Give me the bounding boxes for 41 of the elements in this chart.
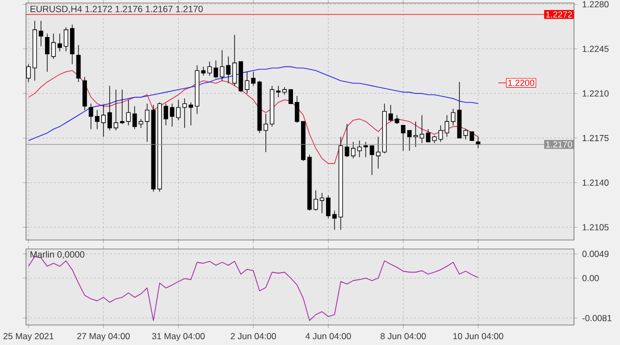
x-tick-label: 27 May 04:00 [77, 333, 130, 341]
ref-line-label: 1.2272 [546, 11, 572, 18]
candlestick [332, 210, 337, 230]
candlestick [357, 140, 362, 158]
candlestick [344, 124, 350, 158]
chart-title: Marlin 0,0000 [30, 250, 84, 259]
candlestick [294, 96, 300, 124]
x-tick-label: 25 May 2021 [4, 333, 54, 341]
candlestick [76, 44, 81, 82]
x-tick-label: 31 May 04:00 [152, 333, 205, 341]
candlestick [370, 145, 374, 176]
candlestick [364, 142, 368, 158]
candlestick [314, 190, 318, 212]
candlestick [351, 142, 356, 159]
candlestick [320, 192, 324, 214]
text: 1.2200 [508, 80, 534, 86]
candlestick [88, 103, 94, 130]
y-tick-label: 1.2245 [582, 46, 609, 52]
x-tick-label: 8 Jun 04:00 [380, 333, 426, 340]
y-tick-label: 1.2280 [582, 1, 609, 8]
candlestick [45, 33, 50, 72]
y-tick-label: 1.2105 [582, 224, 609, 230]
x-tick-label: 2 Jun 04:00 [230, 333, 276, 340]
x-tick-label: 4 Jun 04:00 [305, 333, 351, 340]
candlestick [64, 26, 68, 52]
chart-title: EURUSD,H4 1.2172 1.2176 1.2167 1.2170 [30, 6, 203, 14]
candlestick [288, 89, 293, 104]
candlestick [326, 195, 330, 219]
y-tick-label: 0.0049 [582, 250, 609, 258]
y-tick-label: 0.00 [582, 274, 599, 282]
x-tick-label: 10 Jun 04:00 [453, 333, 504, 340]
y-tick-label: 1.2140 [582, 180, 609, 186]
y-tick-label: -0.0081 [582, 314, 612, 322]
candlestick [58, 33, 62, 52]
candlestick [26, 64, 31, 82]
candlestick [376, 136, 380, 169]
ref-line-label: 1.2170 [546, 141, 572, 148]
candlestick [38, 20, 44, 47]
y-tick-label: 1.2175 [582, 134, 609, 142]
y-tick-label: 1.2210 [582, 90, 609, 97]
candlestick [51, 33, 56, 60]
